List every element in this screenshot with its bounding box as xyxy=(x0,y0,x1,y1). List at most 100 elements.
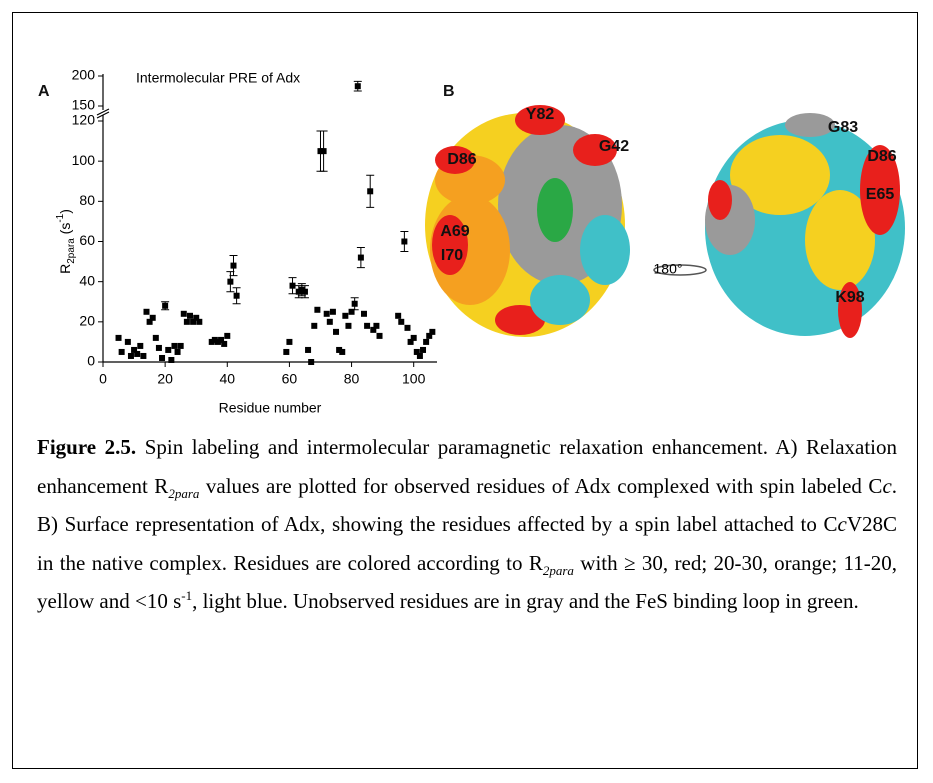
data-point xyxy=(301,288,308,295)
data-point xyxy=(367,188,374,195)
y-tick-label: 60 xyxy=(79,232,95,248)
data-point xyxy=(401,238,408,245)
data-point xyxy=(227,278,234,285)
x-axis-label: Residue number xyxy=(219,400,322,416)
data-point xyxy=(357,254,364,261)
data-point xyxy=(323,310,330,317)
data-point xyxy=(342,312,349,319)
residue-label: Y82 xyxy=(526,106,555,123)
data-point xyxy=(211,336,218,343)
data-point xyxy=(426,332,433,339)
data-point xyxy=(429,328,436,335)
data-point xyxy=(354,83,361,90)
y-tick-label: 200 xyxy=(72,67,96,83)
chart-title: Intermolecular PRE of Adx xyxy=(136,70,300,86)
data-point xyxy=(230,262,237,269)
data-point xyxy=(127,352,134,359)
y-tick-label: 40 xyxy=(79,272,95,288)
molecule-right xyxy=(705,113,905,338)
caption-text: -1 xyxy=(181,588,193,603)
data-point xyxy=(131,346,138,353)
data-point xyxy=(326,318,333,325)
residue-label: D86 xyxy=(447,151,476,168)
data-point xyxy=(416,352,423,359)
y-tick-label: 100 xyxy=(72,152,96,168)
data-point xyxy=(314,306,321,313)
data-point xyxy=(398,318,405,325)
caption-text: Figure 2.5. xyxy=(37,435,137,459)
data-point xyxy=(345,322,352,329)
residue-label: A69 xyxy=(440,223,469,240)
rotation-label: 180° xyxy=(654,261,683,277)
data-point xyxy=(115,334,122,341)
molecule-left xyxy=(425,105,630,337)
data-point xyxy=(221,340,228,347)
data-point xyxy=(162,302,169,309)
x-tick-label: 0 xyxy=(99,371,107,387)
data-point xyxy=(376,332,383,339)
axis-break xyxy=(96,108,110,119)
data-point xyxy=(320,148,327,155)
data-point xyxy=(149,314,156,321)
data-point xyxy=(410,334,417,341)
y-axis-label: R2para (s-1) xyxy=(55,209,77,274)
y-axis-label-part: 2para xyxy=(66,238,77,264)
data-point xyxy=(351,300,358,307)
data-point xyxy=(137,342,144,349)
caption-text: 2para xyxy=(168,485,200,501)
data-point xyxy=(364,322,371,329)
data-point xyxy=(134,350,141,357)
data-point xyxy=(140,352,147,359)
y-tick-label: 150 xyxy=(72,97,96,113)
data-point xyxy=(208,338,215,345)
data-point xyxy=(289,282,296,289)
data-point xyxy=(224,332,231,339)
data-point xyxy=(413,348,420,355)
data-point xyxy=(360,310,367,317)
data-point xyxy=(286,338,293,345)
y-tick-label: 80 xyxy=(79,192,95,208)
data-point xyxy=(233,292,240,299)
x-tick-label: 80 xyxy=(344,371,360,387)
data-point xyxy=(305,346,312,353)
data-point xyxy=(177,342,184,349)
data-point xyxy=(336,346,343,353)
figure-frame xyxy=(12,12,918,769)
x-tick-label: 60 xyxy=(282,371,298,387)
caption-text: values are plotted for observed residues… xyxy=(199,473,883,498)
residue-label: G42 xyxy=(599,138,629,155)
x-tick-label: 100 xyxy=(402,371,426,387)
data-point xyxy=(152,334,159,341)
data-point xyxy=(174,348,181,355)
panel-letter: A xyxy=(38,83,50,100)
data-point xyxy=(186,312,193,319)
data-point xyxy=(193,314,200,321)
rotation-arrow xyxy=(653,264,707,276)
data-point xyxy=(159,354,166,361)
y-axis-label-part: ) xyxy=(57,209,73,214)
data-point xyxy=(165,346,172,353)
data-point xyxy=(395,312,402,319)
data-point xyxy=(420,346,427,353)
data-point xyxy=(214,338,221,345)
data-point xyxy=(308,359,315,365)
data-point xyxy=(124,338,131,345)
data-point xyxy=(143,308,150,315)
data-point xyxy=(295,288,302,295)
data-point xyxy=(218,336,225,343)
data-point xyxy=(180,310,187,317)
caption-text: Spin labeling and intermolecular paramag… xyxy=(37,435,897,498)
residue-label: E65 xyxy=(866,186,895,203)
y-axis-label-part: -1 xyxy=(55,213,66,222)
data-point xyxy=(190,318,197,325)
panel-letter: B xyxy=(443,83,455,100)
caption-text: . B) Surface representation of Adx, show… xyxy=(37,473,898,537)
caption-text: c xyxy=(837,512,847,536)
residue-label: K98 xyxy=(835,289,864,306)
data-point xyxy=(311,322,318,329)
residue-label: G83 xyxy=(828,119,858,136)
x-tick-label: 20 xyxy=(157,371,173,387)
data-point xyxy=(423,338,430,345)
data-point xyxy=(183,318,190,325)
